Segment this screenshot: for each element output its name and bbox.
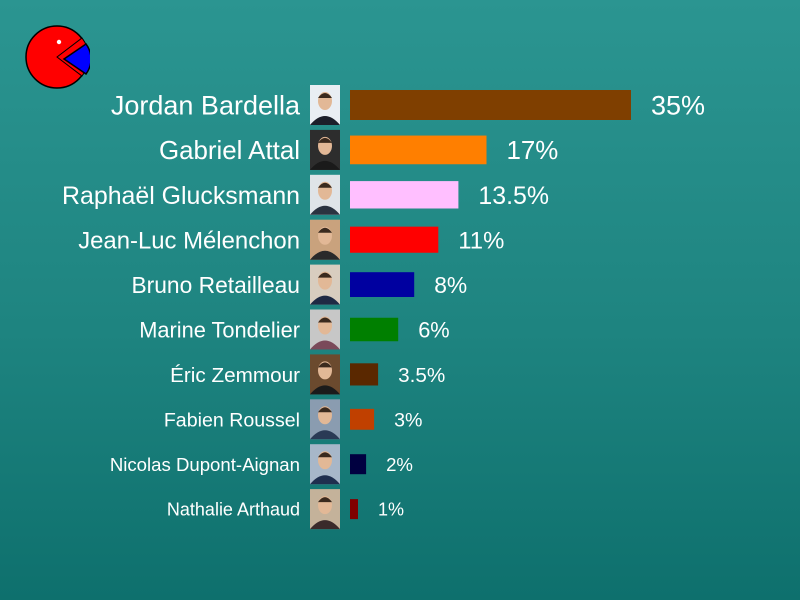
value-label-nathalie-arthaud: 1% xyxy=(378,500,404,520)
candidate-name-raphael-glucksmann: Raphaël Glucksmann xyxy=(62,182,300,210)
candidate-name-marine-tondelier: Marine Tondelier xyxy=(139,317,300,342)
candidate-photo-nicolas-dupont-aignan xyxy=(310,444,340,485)
candidate-photo-bruno-retailleau xyxy=(310,264,340,305)
bar-nicolas-dupont-aignan xyxy=(350,454,367,475)
bar-marine-tondelier xyxy=(350,317,399,342)
bar-bruno-retailleau xyxy=(350,272,415,297)
candidate-photo-raphael-glucksmann xyxy=(310,174,340,215)
candidate-name-nicolas-dupont-aignan: Nicolas Dupont-Aignan xyxy=(110,454,300,475)
value-label-gabriel-attal: 17% xyxy=(507,137,559,165)
value-label-fabien-roussel: 3% xyxy=(394,409,422,431)
bar-fabien-roussel xyxy=(350,408,375,430)
bar-jordan-bardella xyxy=(350,90,631,120)
candidate-photo-marine-tondelier xyxy=(310,309,340,350)
bar-nathalie-arthaud xyxy=(350,499,358,520)
candidate-name-jean-luc-melenchon: Jean-Luc Mélenchon xyxy=(78,227,300,254)
value-label-jordan-bardella: 35% xyxy=(651,91,705,121)
candidate-name-eric-zemmour: Éric Zemmour xyxy=(170,364,300,387)
candidate-name-bruno-retailleau: Bruno Retailleau xyxy=(131,272,300,298)
candidate-photo-jean-luc-melenchon xyxy=(310,219,340,260)
value-label-raphael-glucksmann: 13.5% xyxy=(478,182,549,210)
value-label-nicolas-dupont-aignan: 2% xyxy=(386,454,413,475)
value-label-bruno-retailleau: 8% xyxy=(434,272,467,298)
bar-jean-luc-melenchon xyxy=(350,226,439,253)
value-label-marine-tondelier: 6% xyxy=(418,317,450,342)
value-label-eric-zemmour: 3.5% xyxy=(398,364,445,387)
candidate-photo-nathalie-arthaud xyxy=(310,489,340,530)
candidate-photo-gabriel-attal xyxy=(310,129,340,170)
value-label-jean-luc-melenchon: 11% xyxy=(458,227,504,254)
candidate-name-jordan-bardella: Jordan Bardella xyxy=(111,91,301,121)
candidate-name-gabriel-attal: Gabriel Attal xyxy=(159,137,300,165)
pie-chart-logo-icon xyxy=(25,25,90,89)
candidate-photo-eric-zemmour xyxy=(310,354,340,395)
candidate-name-fabien-roussel: Fabien Roussel xyxy=(164,409,300,431)
bar-eric-zemmour xyxy=(350,363,379,386)
candidate-photo-fabien-roussel xyxy=(310,399,340,440)
bar-gabriel-attal xyxy=(350,135,487,165)
candidate-name-nathalie-arthaud: Nathalie Arthaud xyxy=(167,500,300,520)
candidate-photo-jordan-bardella xyxy=(310,85,340,125)
bar-raphael-glucksmann xyxy=(350,181,459,209)
